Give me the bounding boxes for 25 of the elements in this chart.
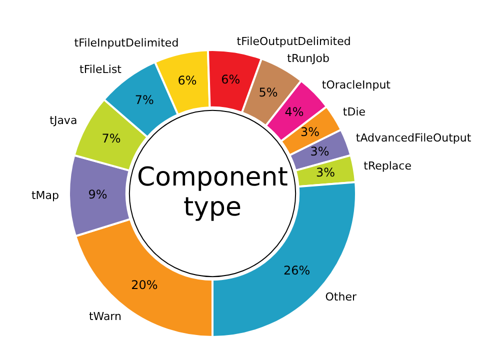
slice-label: tFileList bbox=[80, 62, 122, 76]
data-label: 4% bbox=[284, 105, 304, 120]
slice-label: tDie bbox=[342, 105, 366, 118]
data-label: 6% bbox=[178, 74, 197, 88]
data-label: 7% bbox=[102, 131, 121, 146]
slice-label: tMap bbox=[31, 188, 60, 202]
slice-label: tReplace bbox=[364, 160, 412, 173]
slice-label: tRunJob bbox=[287, 52, 330, 66]
data-label: 7% bbox=[134, 93, 154, 108]
slice-label: tOracleInput bbox=[322, 78, 392, 92]
slice-label: tAdvancedFileOutput bbox=[356, 132, 472, 145]
data-label: 26% bbox=[283, 264, 310, 278]
data-label: 3% bbox=[316, 166, 336, 180]
data-label: 3% bbox=[310, 144, 330, 159]
text: Component type bbox=[137, 162, 288, 222]
slice-label: tWarn bbox=[88, 310, 122, 323]
slice-label: Other bbox=[325, 290, 357, 304]
data-label: 9% bbox=[88, 187, 108, 202]
data-label: 3% bbox=[300, 125, 320, 140]
slice-label: tFileInputDelimited bbox=[74, 36, 179, 50]
slice-label: tFileOutputDelimited bbox=[236, 34, 351, 48]
data-label: 5% bbox=[258, 85, 278, 100]
slice-label: tJava bbox=[50, 114, 78, 127]
data-label: 6% bbox=[221, 72, 240, 86]
data-label: 20% bbox=[131, 278, 158, 292]
